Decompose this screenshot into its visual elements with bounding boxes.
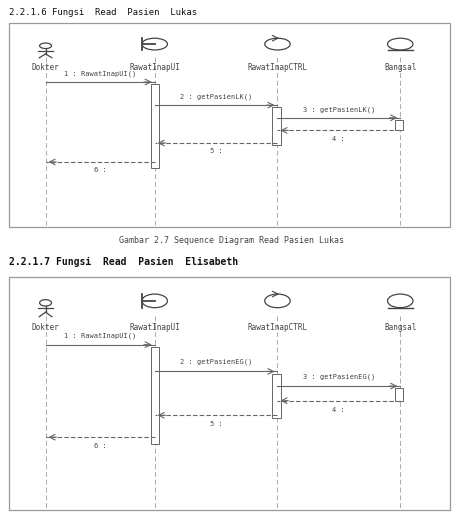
Text: 1 : RawatInapUI(): 1 : RawatInapUI() [64, 332, 136, 339]
Text: 1 : RawatInapUI(): 1 : RawatInapUI() [64, 70, 136, 76]
Bar [394, 389, 402, 401]
Text: Dokter: Dokter [31, 323, 59, 332]
Text: RawatInapCTRL: RawatInapCTRL [247, 63, 307, 72]
Text: 2.2.1.7 Fungsi  Read  Pasien  Elisabeth: 2.2.1.7 Fungsi Read Pasien Elisabeth [9, 256, 238, 267]
Text: Dokter: Dokter [31, 63, 59, 72]
Bar [150, 347, 158, 444]
Text: Bangsal: Bangsal [383, 323, 415, 332]
Text: 4 :: 4 : [332, 407, 344, 413]
Text: 2 : getPasienEG(): 2 : getPasienEG() [180, 359, 252, 365]
Text: 3 : getPasienEG(): 3 : getPasienEG() [302, 373, 374, 380]
Bar [394, 120, 402, 131]
Text: 6 :: 6 : [94, 443, 106, 449]
Bar [272, 374, 280, 418]
Text: 3 : getPasienLK(): 3 : getPasienLK() [302, 106, 374, 113]
Text: 4 :: 4 : [332, 135, 344, 142]
Text: 5 :: 5 : [209, 148, 222, 155]
Text: RawatInapUI: RawatInapUI [129, 63, 180, 72]
Text: Bangsal: Bangsal [383, 63, 415, 72]
Text: RawatInapCTRL: RawatInapCTRL [247, 323, 307, 332]
Text: 2.2.1.6 Fungsi  Read  Pasien  Lukas: 2.2.1.6 Fungsi Read Pasien Lukas [9, 7, 197, 16]
Bar [272, 107, 280, 145]
Text: 6 :: 6 : [94, 167, 106, 173]
Text: 5 :: 5 : [209, 422, 222, 427]
Text: Gambar 2.7 Sequence Diagram Read Pasien Lukas: Gambar 2.7 Sequence Diagram Read Pasien … [119, 236, 344, 245]
Bar [150, 84, 158, 168]
Text: 2 : getPasienLK(): 2 : getPasienLK() [180, 93, 252, 100]
Text: RawatInapUI: RawatInapUI [129, 323, 180, 332]
